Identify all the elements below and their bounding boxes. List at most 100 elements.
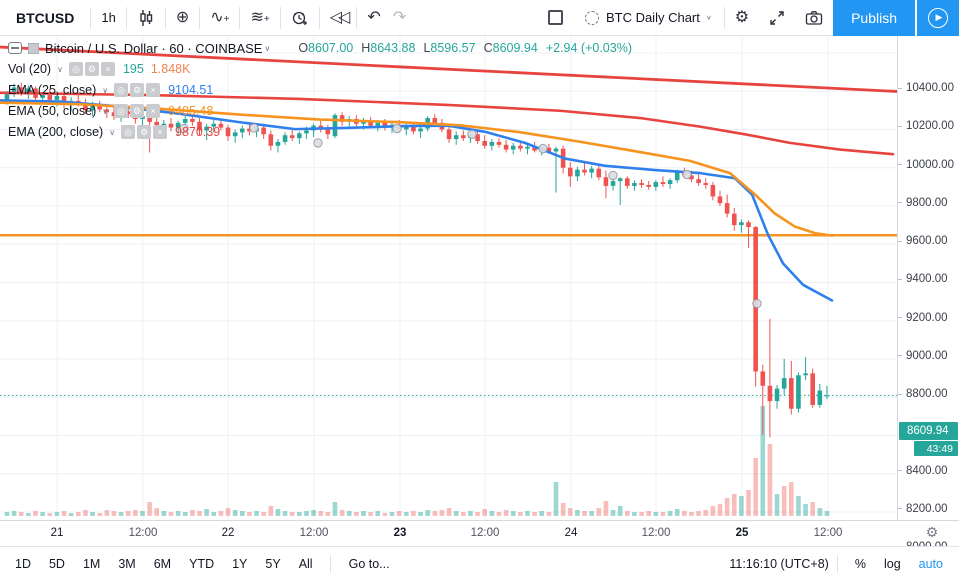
time-tick-label: 12:00 <box>128 527 158 539</box>
range-button-ytd[interactable]: YTD <box>189 556 215 571</box>
chevron-down-icon[interactable]: ∨ <box>109 127 116 137</box>
event-marker-icon[interactable] <box>538 143 548 154</box>
candle-body <box>168 123 174 128</box>
indicator-label[interactable]: EMA (50, close) <box>8 104 97 118</box>
event-marker-icon[interactable] <box>608 170 618 181</box>
add-order-button[interactable]: ⊕ <box>166 0 199 35</box>
event-marker-icon[interactable] <box>392 123 402 134</box>
ohlc-values: O 8607.00 H 8643.88 L 8596.57 C 8609.94 +2.94 (+… <box>290 41 632 55</box>
price-tick-label: 8200.00 <box>898 503 948 515</box>
chevron-down-icon[interactable]: ∨ <box>264 43 271 53</box>
price-chart-canvas[interactable] <box>0 36 897 520</box>
volume-bar <box>197 511 202 516</box>
legend-row-ema-200: EMA (200, close) ∨ ◎ ⚙ × 9870.39 <box>8 122 632 142</box>
candle-body <box>411 126 416 132</box>
remove-indicator-icon[interactable]: × <box>153 125 168 139</box>
candle-body <box>596 168 602 178</box>
symbol-title[interactable]: Bitcoin / U.S. Dollar · 60 · COINBASE <box>45 40 263 56</box>
indicator-label[interactable]: Vol (20) <box>8 62 52 76</box>
volume-bar <box>710 506 716 516</box>
volume-bar <box>739 496 744 516</box>
visibility-icon[interactable]: ◎ <box>121 125 136 139</box>
volume-bar <box>33 511 38 516</box>
publish-button[interactable]: Publish <box>833 0 915 36</box>
remove-indicator-icon[interactable]: × <box>146 104 161 118</box>
pane-collapse-icon[interactable] <box>8 42 22 54</box>
range-button-5y[interactable]: 5Y <box>265 556 281 571</box>
publish-play-button[interactable]: ▶ <box>917 0 959 36</box>
remove-indicator-icon[interactable]: × <box>100 62 115 76</box>
symbol-button[interactable]: BTCUSD <box>16 9 75 26</box>
trendline-drawing[interactable] <box>0 45 897 93</box>
range-button-1y[interactable]: 1Y <box>232 556 248 571</box>
time-axis[interactable]: ⚙ 21 12:00 22 12:00 23 12:00 24 12:00 25 12:00 <box>0 520 959 546</box>
axis-settings-gear-icon[interactable]: ⚙ <box>925 524 939 540</box>
indicator-settings-icon[interactable]: ⚙ <box>84 62 99 76</box>
price-scale[interactable]: 10400.00 10200.00 10000.00 9800.00 9600.00 94… <box>898 36 959 553</box>
chevron-down-icon[interactable]: ∨ <box>102 85 109 95</box>
chevron-down-icon[interactable]: ∨ <box>57 64 63 74</box>
candle-body <box>446 129 452 140</box>
candle-body <box>275 141 281 146</box>
volume-bar <box>396 511 402 516</box>
event-marker-icon[interactable] <box>752 298 762 309</box>
event-marker-icon[interactable] <box>249 123 259 133</box>
indicator-settings-icon[interactable]: ⚙ <box>130 104 145 118</box>
candle-body <box>824 395 830 397</box>
chevron-down-icon[interactable]: ∨ <box>102 106 109 116</box>
chart-style-button[interactable] <box>127 0 165 35</box>
candle-body <box>453 135 459 140</box>
remove-indicator-icon[interactable]: × <box>146 83 161 97</box>
separator <box>329 554 331 573</box>
event-marker-icon[interactable] <box>467 129 477 139</box>
indicators-button[interactable]: ≋+ <box>240 0 279 35</box>
volume-bar <box>461 512 466 516</box>
volume-bar <box>111 511 117 516</box>
redo-button[interactable]: ↷ <box>391 0 416 35</box>
separator <box>318 6 320 29</box>
range-button-5d[interactable]: 5D <box>48 556 65 571</box>
range-button-6m[interactable]: 6M <box>153 556 172 571</box>
range-button-3m[interactable]: 3M <box>118 556 136 571</box>
volume-bar <box>268 506 274 516</box>
visibility-icon[interactable]: ◎ <box>114 83 129 97</box>
event-marker-icon[interactable] <box>682 169 692 180</box>
event-marker-icon[interactable] <box>313 138 323 148</box>
undo-button[interactable]: ↶ <box>357 0 390 35</box>
clock-label[interactable]: 11:16:10 (UTC+8) <box>729 556 829 571</box>
candle-body <box>739 222 744 226</box>
indicator-label[interactable]: EMA (200, close) <box>8 125 104 139</box>
alert-button[interactable] <box>281 0 319 35</box>
range-button-1m[interactable]: 1M <box>82 556 101 571</box>
bar-replay-button[interactable]: ◁◁ <box>320 0 357 35</box>
range-button-all[interactable]: All <box>298 556 313 571</box>
indicator-settings-icon[interactable]: ⚙ <box>137 125 152 139</box>
alarm-clock-icon <box>291 9 309 27</box>
auto-scale-toggle[interactable]: auto <box>918 556 943 571</box>
indicator-settings-icon[interactable]: ⚙ <box>130 83 145 97</box>
snapshot-button[interactable] <box>795 0 833 35</box>
price-tick-label: 10000.00 <box>898 159 954 171</box>
interval-button[interactable]: 1h <box>101 10 116 25</box>
fullscreen-button[interactable] <box>759 0 795 35</box>
visibility-icon[interactable]: ◎ <box>114 104 129 118</box>
chart-layout-menu[interactable]: BTC Daily Chart ∨ <box>573 0 724 35</box>
time-tick-label: 12:00 <box>641 527 671 539</box>
price-tick-label: 8800.00 <box>898 388 948 400</box>
range-button-1d[interactable]: 1D <box>15 556 31 571</box>
ema-200-line <box>0 91 895 156</box>
compare-button[interactable]: ∿+ <box>200 0 239 35</box>
volume-bar <box>796 496 801 516</box>
candle-body <box>510 145 516 150</box>
play-icon: ▶ <box>928 7 948 28</box>
log-scale-toggle[interactable]: log <box>883 556 901 571</box>
layout-grid-button[interactable] <box>538 0 573 35</box>
chart-settings-button[interactable]: ⚙ <box>725 0 759 35</box>
volume-bar <box>824 511 830 516</box>
indicator-label[interactable]: EMA (25, close) <box>8 83 97 97</box>
visibility-icon[interactable]: ◎ <box>68 62 83 76</box>
event-marker-icon[interactable] <box>179 123 189 134</box>
date-range-buttons: 1D 5D 1M 3M 6M YTD 1Y 5Y All <box>0 557 322 571</box>
percent-scale-toggle[interactable]: % <box>854 556 866 571</box>
goto-date-button[interactable]: Go to... <box>348 556 390 571</box>
